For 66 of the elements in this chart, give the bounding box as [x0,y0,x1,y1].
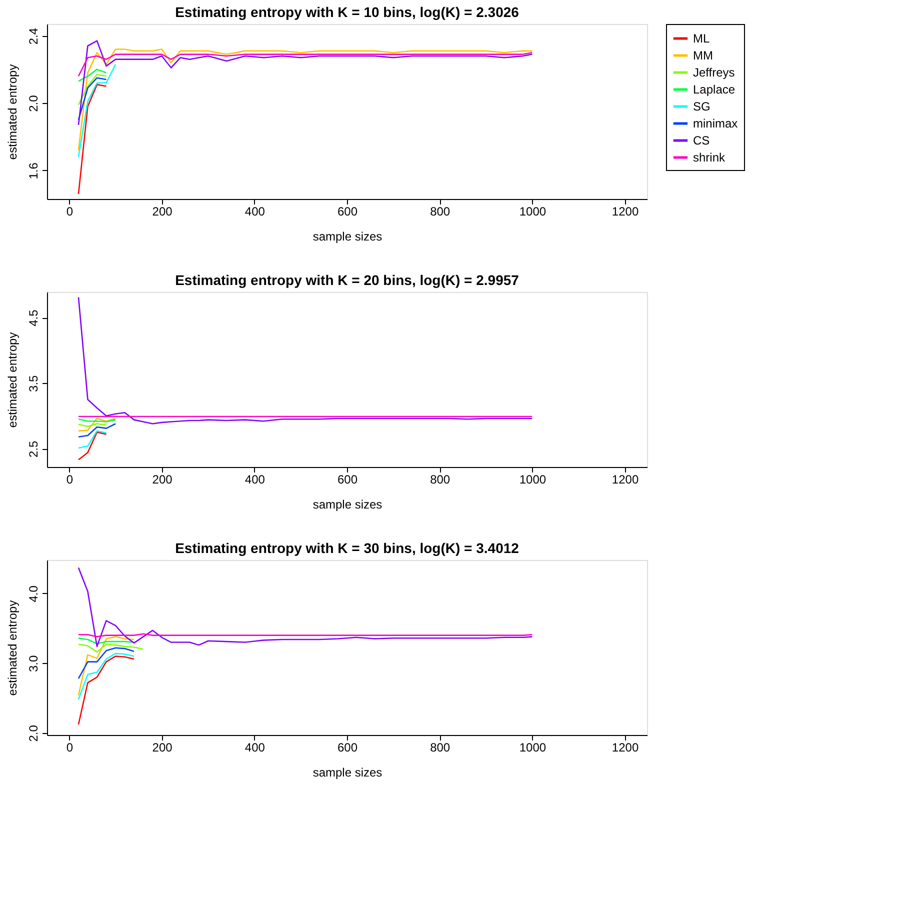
legend-label: Laplace [693,82,736,96]
y-tick-label: 3.5 [26,374,40,392]
y-tick-label: 4.5 [26,309,40,326]
x-tick-label: 400 [244,740,266,754]
line-series [78,48,533,151]
x-tick-label: 600 [337,472,358,486]
x-axis-title: sample sizes [312,498,382,512]
line-series [78,567,533,648]
x-tick-label: 600 [337,740,358,754]
y-tick-label: 2.0 [26,94,40,112]
line-series [78,77,107,121]
line-series [78,423,116,438]
legend-label: CS [693,134,710,148]
y-axis-title: estimated entropy [6,64,20,160]
line-series [78,296,533,424]
x-tick-label: 1000 [519,204,546,218]
x-tick-label: 200 [152,204,173,218]
x-tick-label: 200 [152,472,173,486]
line-series [78,40,533,126]
line-series [78,644,144,653]
x-axis-title: sample sizes [312,230,382,244]
x-tick-label: 0 [66,204,74,218]
line-series [78,52,533,77]
x-tick-label: 200 [152,740,173,754]
line-series [78,418,116,432]
line-series [78,84,107,195]
line-series [78,647,135,680]
line-series [78,432,107,460]
legend-label: MM [693,48,713,62]
line-series [78,656,135,726]
x-tick-label: 1000 [519,740,546,754]
y-tick-label: 4.0 [26,585,40,602]
chart-title: Estimating entropy with K = 20 bins, log(K) = 2.9957 [175,272,520,288]
line-series [78,68,107,82]
x-tick-label: 1200 [612,204,639,218]
line-series [78,636,135,696]
y-tick-label: 2.0 [26,724,40,742]
x-tick-label: 800 [430,472,450,486]
x-tick-label: 400 [244,204,266,218]
y-tick-label: 2.5 [26,440,40,458]
line-series [78,430,107,449]
line-series [78,652,135,700]
legend-label: ML [693,32,710,46]
x-tick-label: 0 [66,740,74,754]
y-axis-title: estimated entropy [6,332,20,428]
line-series [78,74,107,106]
y-tick-label: 1.6 [26,162,40,180]
x-tick-label: 800 [430,740,450,754]
x-tick-label: 1200 [612,740,639,754]
x-tick-label: 600 [337,204,358,218]
y-tick-label: 2.4 [26,28,40,45]
x-tick-label: 800 [430,204,450,218]
x-tick-label: 0 [66,472,74,486]
x-tick-label: 1200 [612,472,639,486]
y-tick-label: 3.0 [26,655,40,672]
y-axis-title: estimated entropy [6,600,20,696]
chart-title: Estimating entropy with K = 30 bins, log(K) = 3.4012 [175,540,520,556]
x-tick-label: 1000 [519,472,546,486]
x-axis-title: sample sizes [312,766,382,780]
legend-label: SG [693,100,710,114]
x-tick-label: 400 [244,472,266,486]
line-series [78,64,116,158]
legend-label: Jeffreys [693,66,735,80]
legend-label: minimax [693,116,738,130]
legend-label: shrink [693,150,726,164]
chart-title: Estimating entropy with K = 10 bins, log(K) = 2.3026 [175,4,520,20]
